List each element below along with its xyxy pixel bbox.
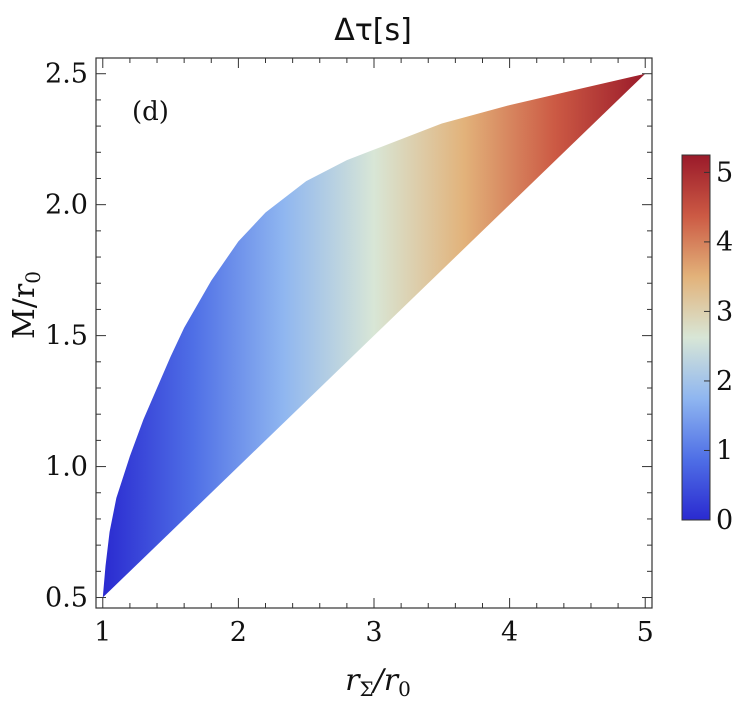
colorbar-tick-label: 2	[716, 366, 733, 397]
x-axis-label-sub: Σ	[360, 677, 374, 701]
plot-area: 1 2 3 4 5 0.5 1.0 1.5 2.0 2.5	[45, 57, 654, 648]
colorbar-tick-label: 3	[716, 296, 733, 327]
heatmap-region	[102, 73, 646, 598]
x-axis-label: rΣ/r0	[345, 663, 411, 701]
colorbar-tick-label: 0	[716, 505, 733, 536]
x-tick-label: 1	[94, 617, 111, 648]
x-axis-label-rest: /r	[371, 663, 400, 698]
y-tick-label: 2.0	[45, 190, 88, 221]
y-ticks: 0.5 1.0 1.5 2.0 2.5	[45, 59, 652, 614]
colorbar-tick-label: 1	[716, 435, 733, 466]
y-tick-label: 1.0	[45, 452, 88, 483]
colorbar-bar	[681, 154, 711, 521]
x-tick-label: 4	[501, 617, 518, 648]
y-axis-label-sub: 0	[21, 271, 45, 284]
y-axis-label: M/r0	[7, 271, 45, 339]
x-tick-label: 2	[230, 617, 247, 648]
chart-title: Δτ[s]	[334, 13, 412, 48]
colorbar-tick-label: 5	[716, 157, 733, 188]
x-tick-label: 3	[365, 617, 382, 648]
colorbar-tick-label: 4	[716, 227, 733, 258]
x-ticks: 1 2 3 4 5	[94, 58, 654, 648]
colorbar: 0 1 2 3 4 5	[681, 154, 733, 536]
y-tick-label: 2.5	[45, 59, 88, 90]
x-axis-label-sub2: 0	[398, 677, 411, 701]
x-axis-label-main: r	[345, 663, 361, 698]
y-tick-label: 1.5	[45, 321, 88, 352]
y-tick-label: 0.5	[45, 583, 88, 614]
colorbar-ticks: 0 1 2 3 4 5	[704, 157, 733, 536]
x-tick-label: 5	[637, 617, 654, 648]
y-axis-label-main: M/r	[7, 283, 42, 339]
panel-label: (d)	[132, 97, 169, 127]
